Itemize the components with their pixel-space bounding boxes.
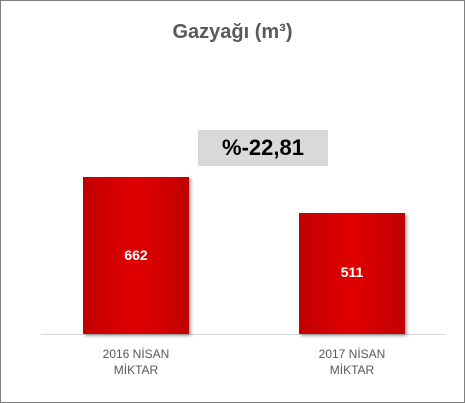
x-tick-label: 2016 NİSAN MİKTAR bbox=[102, 347, 170, 377]
annotation: %-22,81 bbox=[198, 130, 328, 166]
bar bbox=[299, 212, 405, 334]
axis-line bbox=[41, 334, 446, 335]
x-tick-label: 2017 NİSAN MİKTAR bbox=[318, 347, 386, 377]
bar bbox=[83, 177, 189, 334]
value-label: 511 bbox=[340, 264, 364, 281]
chart-title: Gazyağı (m³) bbox=[172, 21, 293, 43]
value-label: 662 bbox=[124, 246, 148, 263]
